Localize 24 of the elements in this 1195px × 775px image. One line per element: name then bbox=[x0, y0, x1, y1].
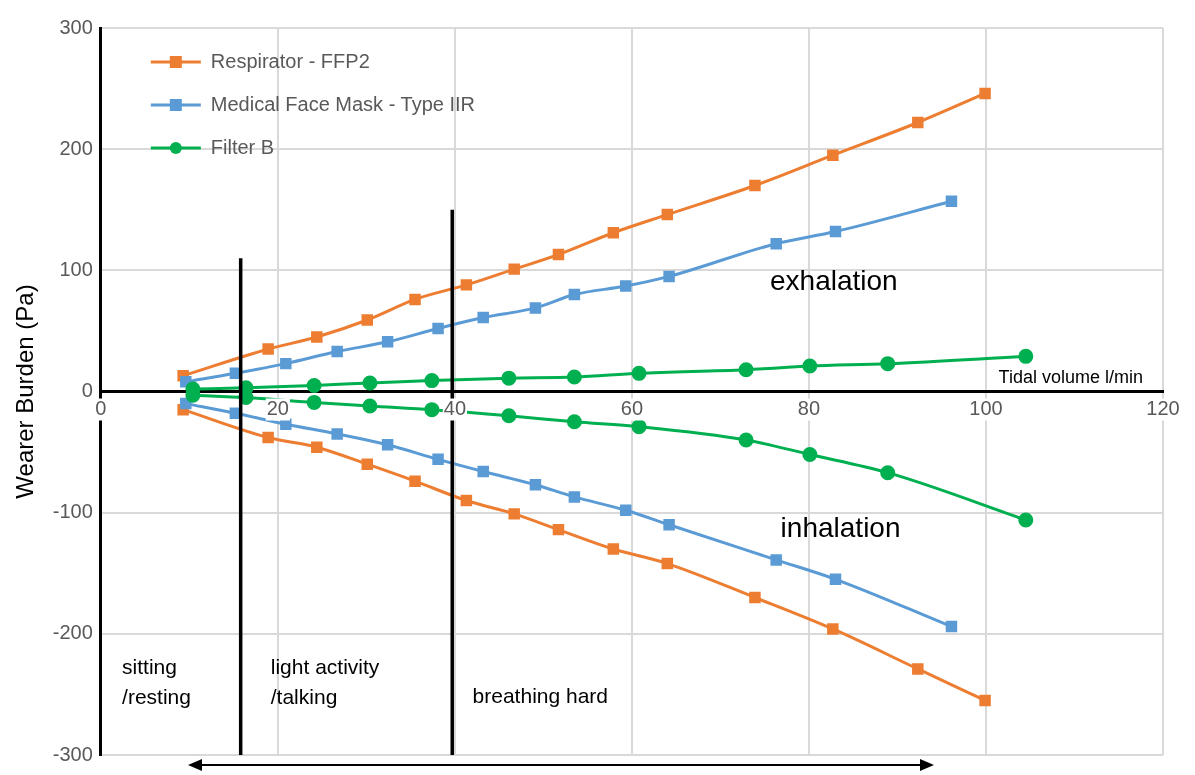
x-tick-label: 60 bbox=[620, 397, 644, 420]
legend-label: Medical Face Mask - Type IIR bbox=[210, 92, 475, 115]
annotation: exhalation bbox=[770, 265, 898, 297]
x-tick-label: 0 bbox=[95, 397, 107, 420]
y-tick-label: -200 bbox=[52, 621, 93, 644]
x-tick-label: 20 bbox=[266, 397, 289, 420]
y-axis-title: Wearer Burden (Pa) bbox=[11, 284, 39, 499]
legend-label: Respirator - FFP2 bbox=[210, 49, 370, 72]
y-tick-label: 0 bbox=[81, 379, 93, 402]
annotation: sitting /resting bbox=[122, 654, 191, 708]
x-tick-label: 100 bbox=[969, 397, 1003, 420]
x-tick-label: 120 bbox=[1146, 397, 1180, 420]
x-tick-label: 40 bbox=[443, 397, 467, 420]
y-tick-label: -100 bbox=[52, 500, 93, 523]
y-tick-label: -300 bbox=[52, 742, 93, 765]
y-tick-label: 200 bbox=[59, 136, 93, 159]
annotation: inhalation bbox=[780, 512, 901, 544]
annotation: breathing hard bbox=[472, 683, 609, 707]
y-tick-label: 100 bbox=[59, 257, 93, 280]
y-tick-label: 300 bbox=[59, 15, 93, 38]
legend-label: Filter B bbox=[210, 135, 275, 158]
x-tick-label: 80 bbox=[797, 397, 821, 420]
annotation: light activity /talking bbox=[270, 654, 380, 708]
x-axis-title: Tidal volume l/min bbox=[998, 367, 1143, 388]
